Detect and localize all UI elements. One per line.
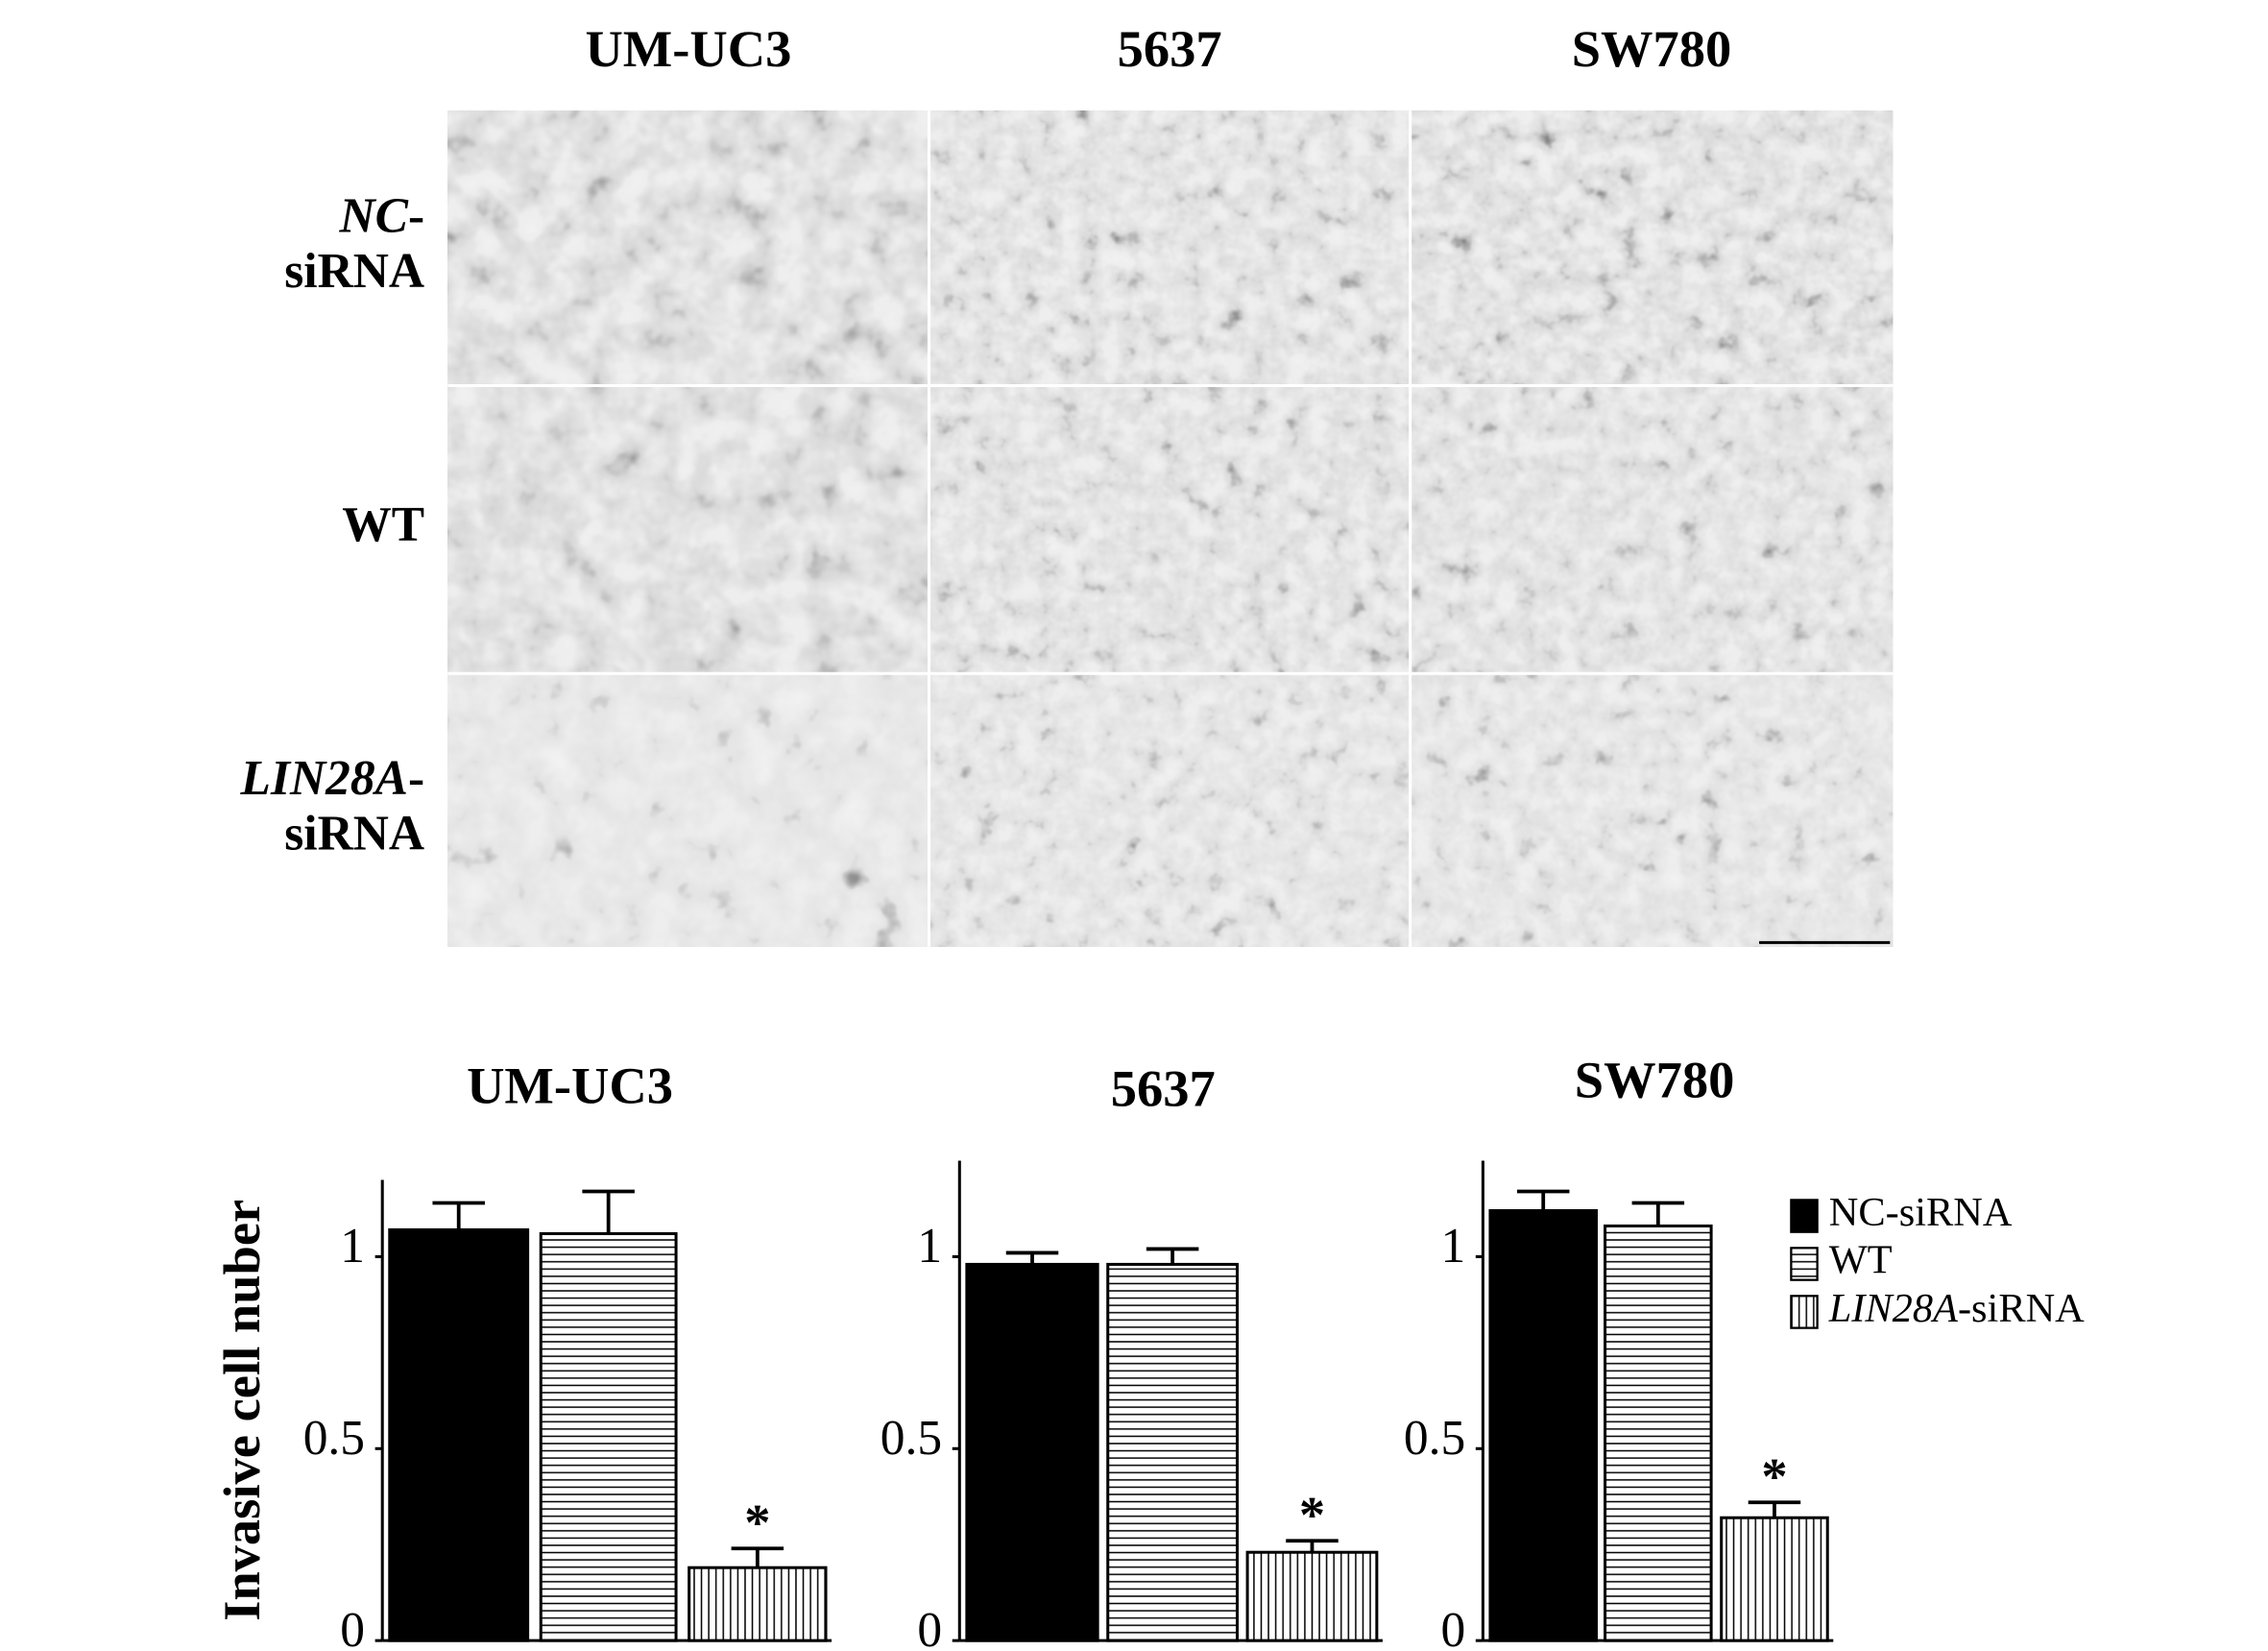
micrograph-panel: UM-UC3 5637 SW780 NC-siRNA WT LIN28A-siRNA — [240, 19, 1894, 947]
significance-mark: * — [1299, 1486, 1325, 1544]
row-label: WT — [342, 498, 424, 552]
legend-label: WT — [1829, 1238, 1893, 1283]
micrograph — [929, 673, 1411, 947]
significance-mark: * — [1761, 1447, 1787, 1506]
y-tick-label: 0 — [340, 1603, 365, 1651]
y-tick-label: 1 — [917, 1219, 942, 1274]
micrograph — [929, 385, 1411, 674]
significance-mark: * — [744, 1493, 770, 1552]
error-bar — [731, 1546, 784, 1568]
micrograph — [447, 673, 929, 947]
error-bar — [1748, 1500, 1801, 1518]
micrograph — [1410, 385, 1894, 674]
y-tick-label: 0.5 — [881, 1411, 942, 1466]
error-bar — [1631, 1201, 1685, 1226]
error-bar — [1146, 1247, 1199, 1265]
bar — [539, 1231, 678, 1642]
row-label: NC-siRNA — [284, 188, 424, 299]
error-bar — [1516, 1189, 1570, 1211]
error-bar — [582, 1189, 635, 1234]
bar — [965, 1262, 1099, 1642]
bar — [1106, 1262, 1240, 1642]
micrograph — [447, 110, 929, 386]
column-title: SW780 — [1572, 19, 1732, 78]
legend-swatch — [1790, 1247, 1819, 1281]
column-title: 5637 — [1118, 19, 1222, 78]
y-tick-label: 0.5 — [1404, 1411, 1465, 1466]
column-title: UM-UC3 — [585, 19, 791, 78]
error-bar — [1005, 1250, 1059, 1265]
legend-swatch — [1790, 1199, 1819, 1233]
micrograph — [447, 385, 929, 674]
y-tick-label: 1 — [1440, 1219, 1465, 1274]
row-label: LIN28A-siRNA — [240, 751, 425, 862]
legend-label: NC-siRNA — [1829, 1190, 2013, 1235]
y-tick-label: 0 — [1440, 1603, 1465, 1651]
y-tick-label: 0 — [917, 1603, 942, 1651]
legend-swatch — [1790, 1295, 1819, 1329]
bar — [1604, 1224, 1713, 1642]
micrograph — [1410, 673, 1894, 947]
y-axis-label: Invasive cell nuber — [212, 1200, 271, 1621]
error-bar — [432, 1201, 485, 1230]
bar — [688, 1566, 828, 1642]
error-bar — [1286, 1539, 1339, 1553]
micrograph — [1410, 110, 1894, 386]
chart-title: UM-UC3 — [467, 1056, 673, 1114]
chart-title: 5637 — [1111, 1058, 1216, 1117]
y-tick-label: 1 — [340, 1219, 365, 1274]
bar-charts: UM-UC3 Invasive cell nuber 0 0.5 1 * 5637 0 0.5 1… — [212, 1050, 2085, 1651]
bar — [1720, 1516, 1829, 1642]
bar — [1245, 1550, 1379, 1642]
legend-label: LIN28A-siRNA — [1828, 1286, 2085, 1331]
chart-title: SW780 — [1575, 1050, 1735, 1108]
bar — [388, 1227, 530, 1642]
micrograph — [929, 110, 1411, 386]
bar — [1488, 1208, 1598, 1642]
y-tick-label: 0.5 — [303, 1411, 365, 1466]
